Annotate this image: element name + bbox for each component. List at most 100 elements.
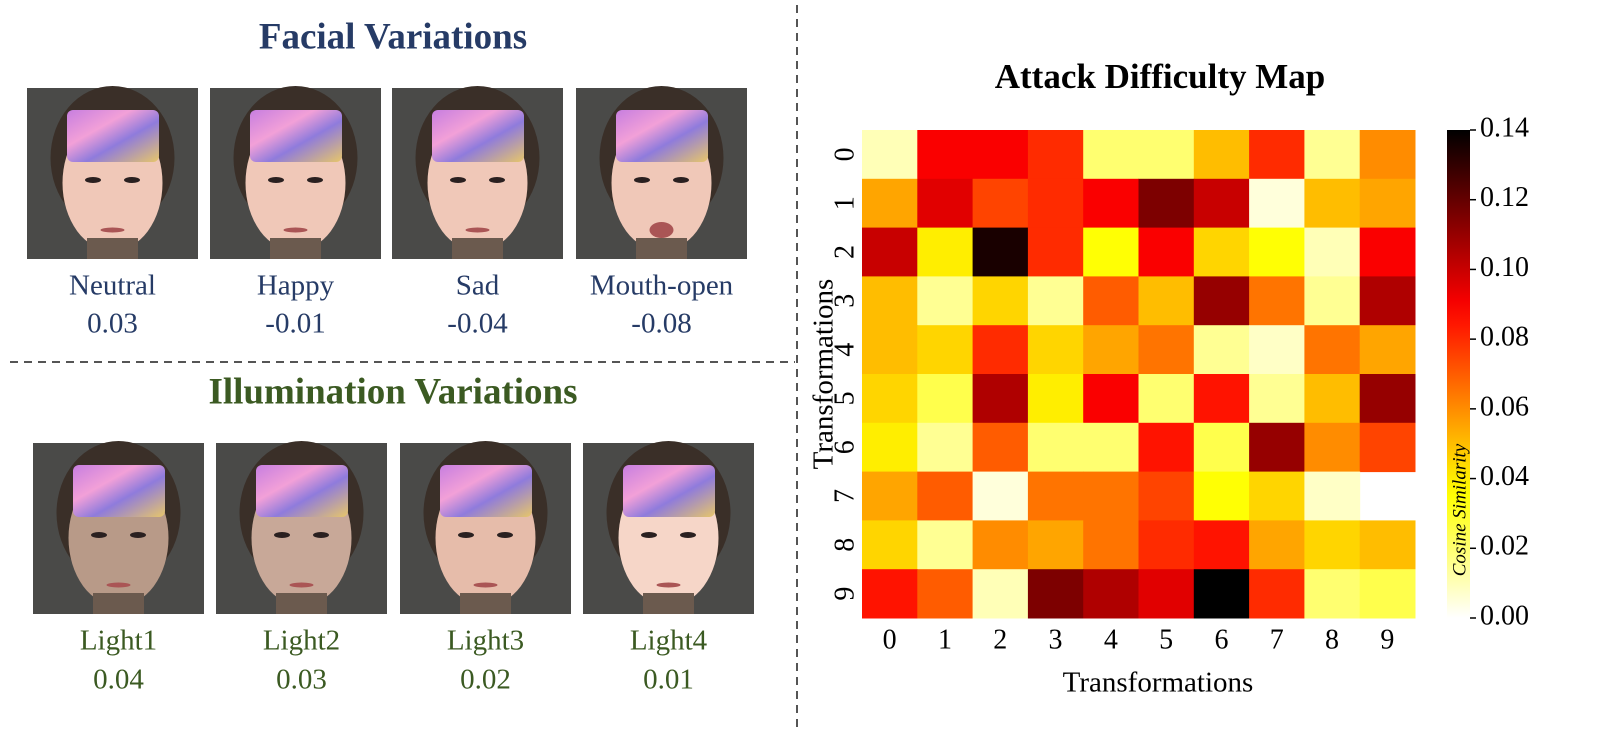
heatmap-cell xyxy=(1359,422,1416,473)
x-tick-label: 2 xyxy=(993,624,1007,655)
x-tick-label: 5 xyxy=(1159,624,1173,655)
heatmap-cell xyxy=(1193,374,1250,424)
heatmap-cell xyxy=(1138,569,1195,619)
heatmap-cell xyxy=(1027,422,1084,473)
colorbar-tick-label: 0.02 xyxy=(1480,531,1529,562)
heatmap-cell xyxy=(862,276,918,326)
heatmap-cell xyxy=(1304,130,1361,180)
heatmap-cell xyxy=(1027,178,1084,229)
face-image xyxy=(216,441,387,614)
image-label: Sad xyxy=(456,270,500,302)
eye xyxy=(274,532,290,538)
heatmap-cell xyxy=(1249,325,1305,375)
heatmap-cell xyxy=(862,178,918,229)
x-tick-label: 3 xyxy=(1049,624,1063,655)
heatmap-cell xyxy=(1027,325,1084,375)
x-tick-label: 6 xyxy=(1214,624,1228,655)
heatmap-cell xyxy=(1138,178,1195,229)
face-image xyxy=(33,441,204,614)
eye xyxy=(497,532,513,538)
heatmap-cell xyxy=(1083,374,1139,424)
y-tick-label: 9 xyxy=(829,587,860,601)
heatmap-cell xyxy=(1249,374,1305,424)
heatmap-cell xyxy=(1249,422,1305,473)
image-value: -0.08 xyxy=(631,308,691,340)
neck xyxy=(270,238,321,259)
y-tick-label: 8 xyxy=(829,538,860,552)
heatmap-cell xyxy=(1138,276,1195,326)
heatmap-cell xyxy=(1193,520,1250,570)
heatmap-cell xyxy=(917,130,974,180)
neck xyxy=(93,593,144,614)
heatmap-cell xyxy=(1083,178,1139,229)
heatmap-cell xyxy=(1138,422,1195,473)
x-tick-label: 0 xyxy=(883,624,897,655)
eye xyxy=(85,177,101,183)
heatmap-cell xyxy=(1138,471,1195,521)
heatmap-cell xyxy=(862,471,918,521)
image-label: Neutral xyxy=(69,270,156,302)
heatmap-cell xyxy=(1083,520,1139,570)
heatmap-cell xyxy=(1193,422,1250,473)
face-image xyxy=(210,86,381,259)
heatmap-cell xyxy=(1249,471,1305,521)
y-tick-label: 3 xyxy=(829,294,860,308)
heatmap-cell xyxy=(1249,130,1305,180)
image-label: Light4 xyxy=(630,625,708,657)
eye xyxy=(130,532,146,538)
y-tick-label: 1 xyxy=(829,196,860,210)
face-image xyxy=(400,441,571,614)
image-label: Mouth-open xyxy=(590,270,734,302)
y-tick-label: 7 xyxy=(829,489,860,503)
mouth xyxy=(100,227,125,233)
adversarial-patch xyxy=(440,465,532,517)
heatmap-cell xyxy=(972,325,1029,375)
colorbar-label: Cosine Similarity xyxy=(1449,443,1470,576)
y-tick-label: 5 xyxy=(829,391,860,405)
neck xyxy=(460,593,511,614)
image-value: 0.04 xyxy=(93,664,144,696)
heatmap-cell xyxy=(1359,374,1416,424)
heatmap-cell xyxy=(1027,276,1084,326)
heatmap-cell xyxy=(862,569,918,619)
heatmap-cell xyxy=(862,374,918,424)
eye xyxy=(91,532,107,538)
x-tick-label: 4 xyxy=(1104,624,1118,655)
heatmap-cell xyxy=(1304,325,1361,375)
mouth xyxy=(106,582,131,588)
heatmap-cell xyxy=(862,130,918,180)
mouth xyxy=(465,227,490,233)
heatmap-cell xyxy=(1359,569,1416,619)
image-label: Light3 xyxy=(447,625,524,657)
face-image xyxy=(583,441,754,614)
heatmap-cell xyxy=(917,374,974,424)
heatmap-cell xyxy=(1138,325,1195,375)
adversarial-patch xyxy=(250,110,342,162)
heatmap-cell xyxy=(917,471,974,521)
x-tick-label: 8 xyxy=(1325,624,1339,655)
heatmap-cell xyxy=(1193,276,1250,326)
image-value: 0.01 xyxy=(643,664,694,696)
heatmap-cell xyxy=(972,569,1029,619)
heatmap-cell xyxy=(917,569,974,619)
neck xyxy=(636,238,687,259)
heatmap-cell xyxy=(1138,520,1195,570)
heatmap-cell xyxy=(862,520,918,570)
colorbar-tick-label: 0.08 xyxy=(1480,322,1529,353)
heatmap-cell xyxy=(917,276,974,326)
heatmap-cell xyxy=(1027,569,1084,619)
heatmap-cell xyxy=(972,374,1029,424)
heatmap-cell xyxy=(1083,276,1139,326)
heatmap-cell xyxy=(1304,374,1361,424)
image-value: 0.03 xyxy=(276,664,327,696)
chart-title: Attack Difficulty Map xyxy=(995,57,1326,96)
heatmap-cell xyxy=(862,422,918,473)
heatmap-cell xyxy=(972,178,1029,229)
image-value: -0.01 xyxy=(265,308,325,340)
heatmap-cell xyxy=(1359,520,1416,570)
heatmap-cell xyxy=(1027,130,1084,180)
adversarial-patch xyxy=(67,110,159,162)
neck xyxy=(87,238,138,259)
heatmap-cell xyxy=(1304,178,1361,229)
face-image xyxy=(27,86,198,259)
